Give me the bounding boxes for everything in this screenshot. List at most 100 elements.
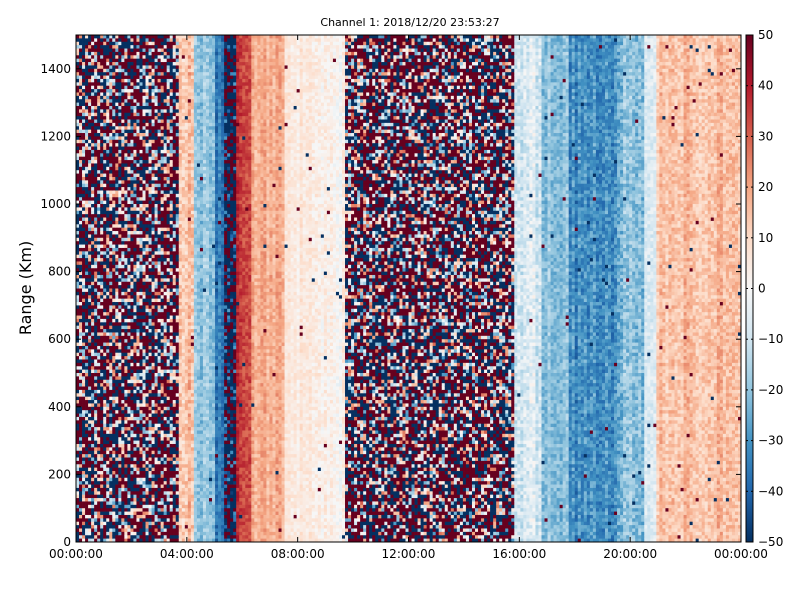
heatmap-cell [139, 274, 143, 279]
heatmap-cell [106, 55, 110, 60]
heatmap-cell [139, 149, 143, 154]
heatmap-cell [118, 406, 122, 411]
heatmap-cell [115, 153, 119, 158]
heatmap-cell [121, 467, 125, 472]
heatmap-cell [166, 180, 171, 185]
heatmap-cell [106, 494, 110, 499]
heatmap-cell [88, 41, 92, 46]
heatmap-cell [115, 477, 119, 482]
heatmap-cell [121, 464, 125, 468]
heatmap-cell [88, 511, 92, 516]
heatmap-cell [151, 170, 155, 174]
heatmap-cell [97, 440, 101, 445]
heatmap-cell [100, 207, 104, 212]
heatmap-cell [79, 389, 83, 394]
heatmap-cell [154, 163, 158, 168]
heatmap-cell [97, 322, 101, 327]
heatmap-cell [157, 423, 161, 428]
heatmap-cell [79, 51, 83, 56]
heatmap-cell [91, 521, 95, 526]
heatmap-cell [88, 291, 92, 296]
heatmap-cell [106, 410, 110, 414]
heatmap-cell [145, 345, 149, 350]
heatmap-cell [142, 457, 146, 462]
heatmap-cell [97, 450, 101, 455]
heatmap-cell [76, 420, 80, 425]
heatmap-cell [109, 514, 113, 519]
heatmap-cell [124, 105, 128, 110]
heatmap-cell [109, 443, 113, 448]
heatmap-cell [133, 322, 137, 327]
heatmap-cell [115, 247, 119, 252]
heatmap-cell [175, 176, 180, 181]
heatmap-cell [85, 504, 89, 509]
heatmap-cell [130, 454, 134, 458]
heatmap-cell [115, 85, 119, 90]
heatmap-cell [142, 170, 146, 174]
heatmap-cell [127, 454, 131, 458]
heatmap-cell [127, 247, 131, 252]
heatmap-cell [151, 116, 155, 120]
heatmap-cell [166, 400, 171, 404]
heatmap-cell [85, 129, 89, 134]
heatmap-cell [157, 122, 161, 127]
heatmap-cell [88, 35, 92, 39]
heatmap-cell [169, 318, 174, 323]
heatmap-cell [148, 143, 152, 147]
heatmap-cell [106, 143, 110, 147]
heatmap-cell [127, 484, 131, 489]
heatmap-cell [109, 146, 113, 151]
heatmap-cell [154, 362, 158, 367]
heatmap-cell [124, 359, 128, 364]
heatmap-cell [121, 335, 125, 340]
heatmap-cell [136, 45, 140, 49]
heatmap-cell [91, 386, 95, 391]
heatmap-cell [130, 82, 134, 87]
heatmap-cell [106, 383, 110, 387]
heatmap-cell [154, 180, 158, 185]
heatmap-cell [88, 234, 92, 239]
heatmap-cell [109, 220, 113, 225]
heatmap-cell [91, 430, 95, 435]
heatmap-cell [136, 129, 140, 134]
heatmap-cell [100, 234, 104, 239]
heatmap-cell [100, 423, 104, 428]
heatmap-cell [142, 264, 146, 269]
heatmap-cell [172, 258, 177, 262]
heatmap-cell [82, 78, 86, 83]
heatmap-cell [91, 149, 95, 154]
heatmap-cell [154, 389, 158, 394]
heatmap-cell [139, 525, 143, 529]
heatmap-cell [145, 403, 149, 408]
heatmap-cell [133, 525, 137, 529]
heatmap-cell [154, 471, 158, 475]
heatmap-cell [169, 234, 174, 239]
heatmap-cell [157, 271, 161, 276]
heatmap-cell [148, 244, 152, 249]
heatmap-cell [100, 224, 104, 229]
heatmap-cell [145, 207, 149, 212]
heatmap-cell [133, 366, 137, 370]
heatmap-cell [160, 352, 165, 357]
heatmap-cell [85, 362, 89, 367]
heatmap-cell [82, 335, 86, 340]
heatmap-cell [85, 156, 89, 161]
heatmap-cell [136, 501, 140, 506]
heatmap-cell [172, 396, 177, 401]
heatmap-cell [136, 379, 140, 384]
heatmap-cell [79, 190, 83, 195]
heatmap-cell [151, 231, 155, 235]
heatmap-cell [163, 288, 168, 293]
heatmap-cell [124, 261, 128, 266]
heatmap-cell [169, 89, 174, 93]
heatmap-cell [91, 160, 95, 164]
heatmap-cell [148, 369, 152, 374]
heatmap-cell [151, 82, 155, 87]
heatmap-cell [88, 433, 92, 438]
heatmap-cell [100, 160, 104, 164]
heatmap-cell [169, 224, 174, 229]
heatmap-cell [148, 447, 152, 452]
heatmap-cell [151, 332, 155, 337]
heatmap-cell [118, 403, 122, 408]
heatmap-cell [118, 149, 122, 154]
